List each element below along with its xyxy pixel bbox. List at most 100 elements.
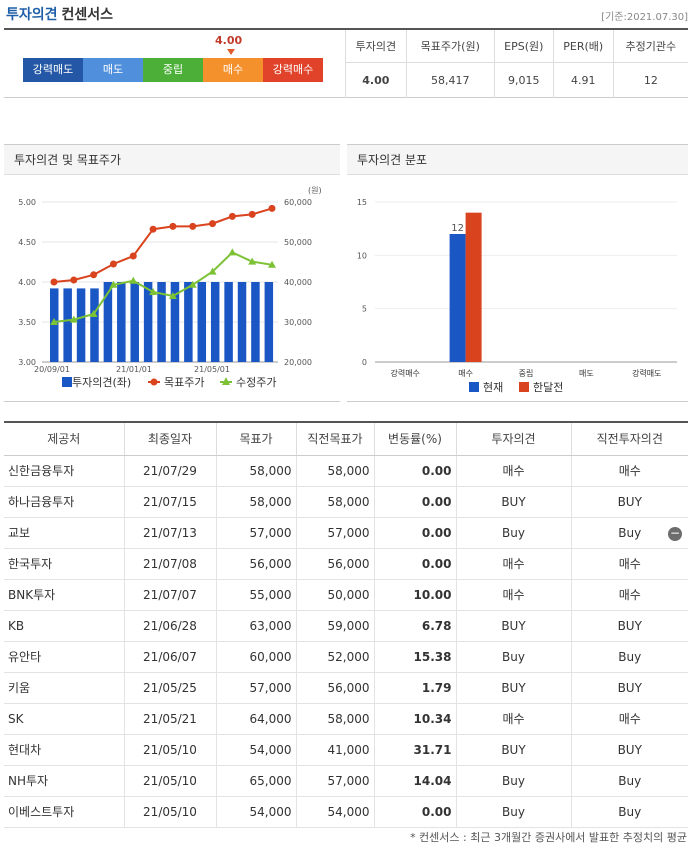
table-row: SK 21/05/21 64,000 58,000 10.34 매수 매수: [4, 703, 688, 735]
prev-opinion-cell: 매수: [570, 703, 688, 735]
date-cell: 21/07/13: [123, 517, 216, 549]
prev-opinion-cell: BUY: [570, 672, 688, 704]
y-left-tick-label: 5.00: [18, 198, 36, 207]
legend-label: 목표주가: [164, 376, 204, 389]
prev-opinion-cell: Buy: [570, 641, 688, 673]
provider-cell: 신한금융투자: [4, 455, 124, 487]
adjusted-price-point: [89, 310, 98, 317]
y-left-tick-label: 3.00: [18, 358, 36, 367]
minus-circle-icon[interactable]: −: [668, 525, 682, 541]
prev-target-cell: 58,000: [295, 455, 374, 487]
change-cell: 0.00: [373, 455, 456, 487]
target-cell: 54,000: [215, 734, 296, 766]
col-prev-target: 직전목표가: [295, 421, 374, 456]
y-right-tick-label: 60,000: [284, 198, 312, 207]
col-prev-opinion: 직전투자의견: [570, 421, 688, 456]
category-label: 중립: [519, 369, 534, 378]
opinion-bar: [117, 282, 126, 362]
summary-opinion-value: 4.00: [345, 62, 407, 98]
category-label: 강력매도: [632, 368, 661, 378]
scale-strong-buy: 강력매수: [263, 58, 323, 82]
summary-per-value: 4.91: [552, 62, 614, 98]
date-cell: 21/07/08: [123, 548, 216, 580]
y-tick-label: 15: [357, 198, 367, 207]
category-label: 매수: [458, 369, 473, 378]
adjusted-price-point: [248, 257, 257, 265]
change-cell: 1.79: [373, 672, 456, 704]
page-title: 투자의견: [6, 7, 58, 23]
summary-count-value: 12: [612, 62, 688, 98]
table-row: 키움 21/05/25 57,000 56,000 1.79 BUY BUY: [4, 672, 688, 704]
target-price-point: [90, 271, 98, 279]
prev-opinion-cell: BUY: [570, 734, 688, 766]
change-cell: 0.00: [373, 796, 456, 828]
adjusted-price-point: [69, 315, 78, 323]
scale-buy: 매수: [203, 58, 263, 82]
y-right-tick-label: 30,000: [284, 318, 312, 327]
prev-target-cell: 56,000: [295, 548, 374, 580]
table-row: 이베스트투자 21/05/10 54,000 54,000 0.00 Buy Buy: [4, 796, 688, 828]
provider-cell: 유안타: [4, 641, 124, 673]
change-cell: 6.78: [373, 610, 456, 642]
date-cell: 21/05/10: [123, 734, 216, 766]
prev-target-cell: 58,000: [295, 486, 374, 518]
opinion-cell: BUY: [455, 734, 571, 766]
target-price-line: [53, 207, 273, 283]
table-row: BNK투자 21/07/07 55,000 50,000 10.00 매수 매수: [4, 579, 688, 611]
opinion-bar: [197, 282, 207, 362]
date-cell: 21/06/07: [123, 641, 216, 673]
opinion-bar: [237, 282, 247, 362]
opinion-marker-icon: [227, 49, 235, 55]
legend-marker: [469, 382, 479, 392]
opinion-cell: 매수: [455, 548, 571, 580]
scale-sell: 매도: [83, 58, 143, 82]
target-price-point: [50, 278, 58, 286]
summary-header-per: PER(배): [552, 30, 614, 63]
adjusted-price-line: [53, 251, 273, 323]
target-cell: 57,000: [215, 672, 296, 704]
adjusted-price-point: [188, 280, 197, 288]
opinion-bar: [210, 282, 220, 362]
target-price-point: [169, 222, 177, 230]
adjusted-price-point: [228, 248, 237, 256]
prev-opinion-cell: BUY: [570, 486, 688, 518]
legend-marker-target: [150, 378, 158, 386]
adjusted-price-point: [109, 280, 118, 288]
y-tick-label: 10: [357, 251, 367, 260]
footnote: * 컨센서스 : 최근 3개월간 증권사에서 발표한 추정치의 평균: [410, 831, 687, 844]
opinion-bar: [264, 282, 274, 362]
prev-target-cell: 59,000: [295, 610, 374, 642]
summary-header-count: 추정기관수: [612, 30, 688, 63]
table-row: 하나금융투자 21/07/15 58,000 58,000 0.00 BUY BUY: [4, 486, 688, 518]
table-row: KB 21/06/28 63,000 59,000 6.78 BUY BUY: [4, 610, 688, 642]
opinion-cell: Buy: [455, 796, 571, 828]
change-cell: 31.71: [373, 734, 456, 766]
target-price-point: [248, 210, 256, 218]
target-price-point: [129, 252, 137, 260]
opinion-cell: 매수: [455, 579, 571, 611]
date-cell: 21/07/15: [123, 486, 216, 518]
change-cell: 0.00: [373, 517, 456, 549]
opinion-marker-value: 4.00: [215, 34, 243, 47]
header-divider: [4, 28, 688, 30]
broker-opinion-table: 제공처 최종일자 목표가 직전목표가 변동률(%) 투자의견 직전투자의견 신한…: [4, 421, 688, 828]
prev-target-cell: 41,000: [295, 734, 374, 766]
col-provider: 제공처: [4, 421, 124, 456]
opinion-bar: [130, 282, 139, 362]
summary-header-opinion: 투자의견: [345, 30, 407, 63]
page-subtitle: 컨센서스: [61, 7, 114, 23]
prev-opinion-cell: Buy −: [570, 517, 688, 549]
col-change: 변동률(%): [373, 421, 456, 456]
change-cell: 0.00: [373, 548, 456, 580]
date-cell: 21/05/25: [123, 672, 216, 704]
opinion-bar: [143, 282, 153, 362]
opinion-distribution-panel: 투자의견 분포 15 10 5 0 강력매수 매수 12 중립 매도 강력매도 현재 한달전: [347, 144, 688, 402]
provider-cell: 이베스트투자: [4, 796, 124, 828]
prev-target-cell: 56,000: [295, 672, 374, 704]
x-tick-label: 20/09/01: [34, 365, 70, 374]
month-ago-count-bar: [465, 212, 482, 362]
date-cell: 21/05/10: [123, 796, 216, 828]
col-date: 최종일자: [123, 421, 216, 456]
provider-cell: SK: [4, 703, 124, 735]
